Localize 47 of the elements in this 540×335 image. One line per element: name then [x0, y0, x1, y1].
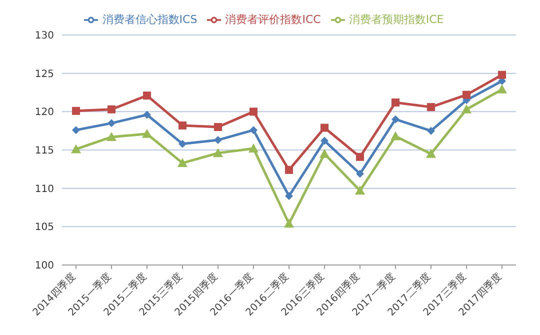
point — [427, 126, 435, 135]
point — [320, 136, 328, 145]
point — [392, 98, 400, 106]
point — [142, 128, 152, 138]
point — [285, 192, 293, 200]
point — [390, 131, 400, 140]
point — [462, 104, 472, 114]
point — [72, 126, 80, 134]
point — [108, 119, 116, 128]
point — [250, 126, 258, 134]
y-tick-label: 100 — [34, 260, 54, 272]
point — [143, 92, 151, 100]
point — [108, 105, 116, 114]
legend-label: 消费者信心指数ICS — [102, 13, 198, 26]
point — [214, 123, 222, 131]
point — [71, 144, 81, 154]
point — [497, 84, 507, 94]
point — [320, 148, 330, 158]
point — [285, 166, 293, 174]
point — [143, 110, 151, 119]
legend-label: 消费者评价指数ICC — [225, 13, 321, 26]
point — [498, 70, 506, 79]
point — [106, 132, 116, 141]
point — [462, 90, 470, 99]
point — [284, 218, 294, 228]
y-tick-label: 110 — [34, 184, 54, 195]
legend-label: 消费者预期指数ICE — [348, 13, 444, 26]
point — [356, 170, 364, 178]
point — [250, 108, 258, 116]
point — [392, 115, 400, 124]
point — [426, 148, 436, 158]
point — [248, 143, 258, 152]
point — [178, 121, 186, 130]
point — [356, 152, 364, 161]
point — [214, 136, 222, 144]
point — [213, 148, 223, 158]
point — [320, 124, 328, 132]
y-tick-label: 120 — [34, 107, 54, 118]
point — [427, 103, 435, 112]
y-tick-label: 130 — [34, 30, 54, 42]
point — [178, 140, 186, 148]
y-tick-label: 125 — [34, 68, 54, 80]
point — [355, 186, 365, 195]
y-tick-label: 105 — [34, 222, 54, 234]
point — [72, 106, 80, 115]
y-tick-label: 115 — [34, 146, 54, 157]
point — [178, 158, 188, 168]
